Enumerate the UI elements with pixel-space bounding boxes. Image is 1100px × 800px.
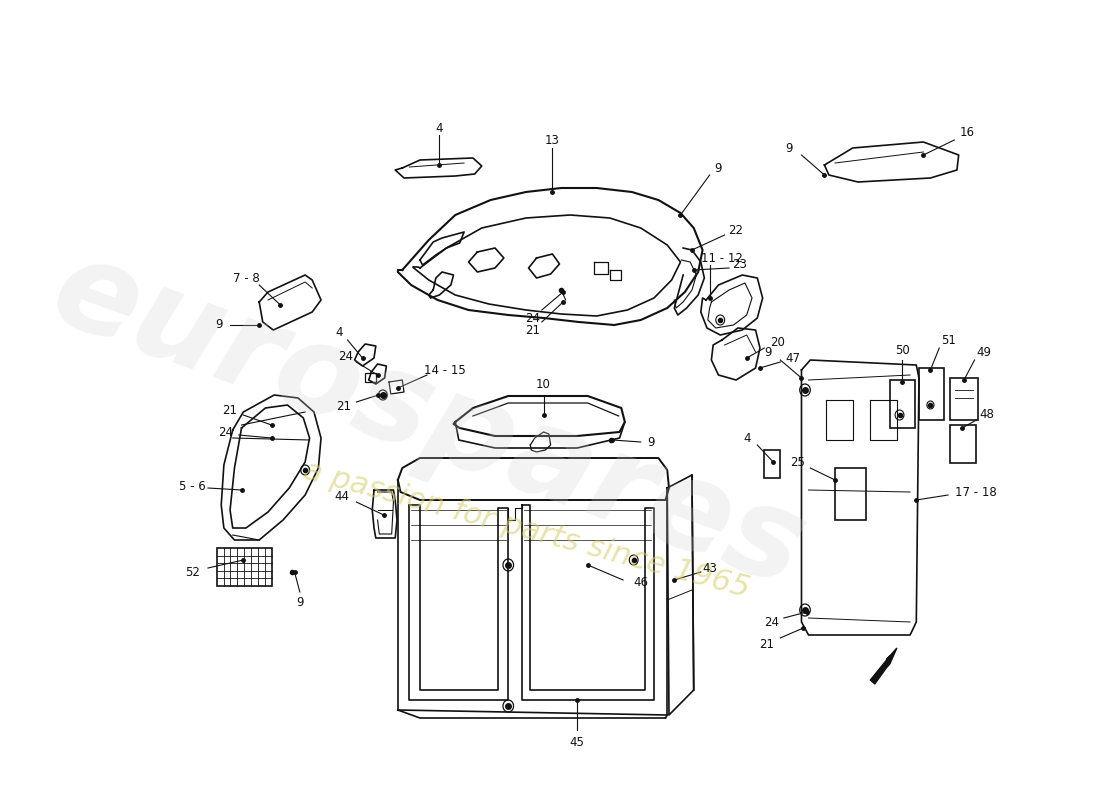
Text: 50: 50 (894, 343, 910, 357)
Text: 14 - 15: 14 - 15 (424, 363, 465, 377)
Text: 9: 9 (764, 346, 772, 358)
Text: 5 - 6: 5 - 6 (178, 479, 206, 493)
Text: 21: 21 (337, 399, 352, 413)
Text: 10: 10 (536, 378, 551, 391)
Text: 24: 24 (339, 350, 353, 362)
Text: 4: 4 (742, 431, 750, 445)
Text: 24: 24 (218, 426, 233, 438)
Text: 21: 21 (526, 323, 540, 337)
Text: a passion for parts since 1965: a passion for parts since 1965 (299, 456, 752, 604)
Bar (890, 380, 914, 428)
Text: 13: 13 (544, 134, 560, 146)
Bar (918, 368, 944, 420)
Bar (950, 378, 978, 420)
Text: 11 - 12: 11 - 12 (701, 251, 743, 265)
Text: 22: 22 (728, 223, 744, 237)
Text: 9: 9 (785, 142, 793, 154)
Text: 20: 20 (770, 335, 785, 349)
Bar (764, 450, 780, 478)
Text: 4: 4 (436, 122, 443, 134)
Text: eurospares: eurospares (36, 228, 821, 612)
Text: 9: 9 (715, 162, 723, 174)
Text: 4: 4 (334, 326, 342, 338)
Text: 49: 49 (976, 346, 991, 358)
Text: 45: 45 (570, 735, 584, 749)
Text: 25: 25 (791, 455, 805, 469)
Text: 9: 9 (648, 435, 656, 449)
Text: 7 - 8: 7 - 8 (233, 271, 261, 285)
Text: 48: 48 (979, 409, 994, 422)
Text: 52: 52 (185, 566, 199, 578)
Text: 9: 9 (214, 318, 222, 331)
Text: 46: 46 (634, 575, 648, 589)
Bar (365, 373, 376, 382)
Text: 9: 9 (296, 595, 304, 609)
Text: 51: 51 (940, 334, 956, 346)
Text: 43: 43 (702, 562, 717, 574)
Text: 24: 24 (526, 311, 540, 325)
Text: 21: 21 (222, 403, 238, 417)
Text: 44: 44 (334, 490, 350, 503)
Bar (835, 468, 866, 520)
Polygon shape (870, 648, 896, 684)
Bar (950, 425, 977, 463)
Text: 21: 21 (759, 638, 773, 651)
Bar (217, 548, 272, 586)
Text: 17 - 18: 17 - 18 (956, 486, 998, 498)
Text: 47: 47 (785, 351, 800, 365)
Text: 24: 24 (764, 615, 779, 629)
Text: 16: 16 (960, 126, 975, 139)
Text: 23: 23 (733, 258, 747, 271)
